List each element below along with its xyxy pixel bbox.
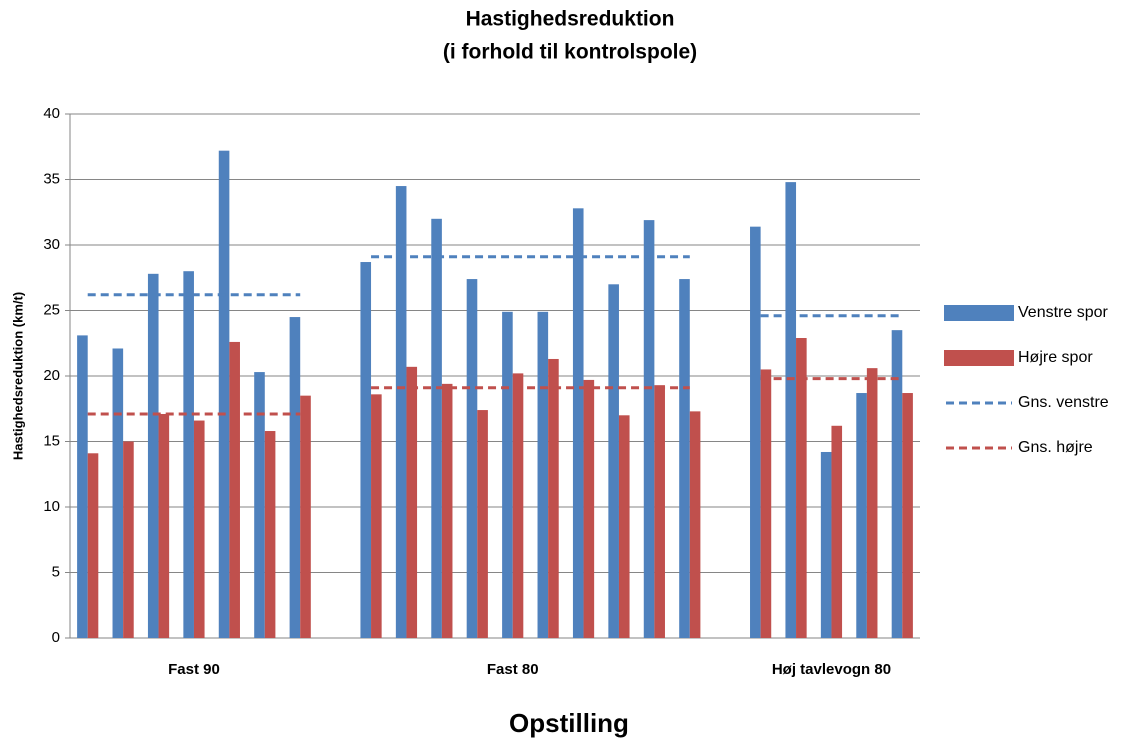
- y-tick-label: 20: [43, 367, 60, 384]
- bar: [679, 279, 690, 638]
- bar: [193, 420, 205, 638]
- bar: [218, 150, 230, 638]
- bar: [264, 431, 276, 638]
- x-tick-label: Høj tavlevogn 80: [772, 661, 891, 678]
- bar: [289, 317, 301, 638]
- y-tick-label: 10: [43, 498, 60, 515]
- y-tick-label: 40: [43, 105, 60, 122]
- x-tick-label: Fast 80: [487, 661, 539, 678]
- y-tick-label: 30: [43, 236, 60, 253]
- y-tick-label: 15: [43, 432, 60, 449]
- bar: [856, 393, 867, 638]
- bar: [112, 348, 124, 638]
- bar: [183, 271, 194, 638]
- y-tick-label: 35: [43, 170, 60, 187]
- legend-label: Gns. højre: [1018, 439, 1093, 456]
- bar: [87, 453, 99, 638]
- x-tick-label: Fast 90: [168, 661, 220, 678]
- bar: [785, 182, 797, 638]
- chart-title: (i forhold til kontrolspole): [443, 41, 697, 64]
- bar: [866, 368, 878, 638]
- legend-label: Højre spor: [1018, 349, 1093, 366]
- bar: [689, 411, 701, 638]
- legend-label: Venstre spor: [1018, 304, 1109, 321]
- bar: [441, 383, 453, 638]
- bar: [147, 273, 159, 638]
- bar: [796, 338, 807, 638]
- bar: [760, 369, 772, 638]
- chart-title: Hastighedsreduktion: [466, 8, 675, 31]
- average-line: [87, 255, 903, 318]
- bar: [548, 358, 559, 638]
- y-tick-label: 5: [52, 563, 60, 580]
- bar: [891, 330, 903, 638]
- bar: [512, 373, 524, 638]
- y-axis-label: Hastighedsreduktion (km/t): [10, 292, 25, 460]
- legend-swatch: [944, 350, 1014, 366]
- bar: [477, 410, 488, 638]
- bar: [831, 425, 843, 638]
- bar: [77, 335, 88, 638]
- average-line: [87, 377, 903, 416]
- bar: [406, 366, 418, 638]
- bar: [537, 311, 549, 638]
- bar: [572, 208, 584, 638]
- bar: [643, 220, 655, 639]
- legend-swatch: [944, 305, 1014, 321]
- bar: [254, 372, 265, 638]
- bar: [466, 279, 478, 638]
- bar: [360, 262, 372, 638]
- bar: [123, 441, 134, 638]
- bar: [229, 341, 240, 638]
- bar: [654, 385, 665, 638]
- bar: [395, 186, 407, 639]
- bar: [902, 393, 913, 638]
- bar: [608, 284, 619, 638]
- bar: [750, 226, 761, 638]
- bar: [431, 218, 442, 639]
- bar: [371, 394, 382, 638]
- bar: [158, 413, 170, 638]
- bar: [583, 379, 595, 638]
- bar: [300, 395, 311, 638]
- y-tick-label: 25: [43, 301, 60, 318]
- legend-label: Gns. venstre: [1018, 394, 1109, 411]
- bar: [502, 311, 513, 638]
- x-axis-label: Opstilling: [509, 708, 629, 738]
- bar: [618, 415, 630, 638]
- bar: [820, 451, 832, 638]
- y-tick-label: 0: [52, 629, 60, 646]
